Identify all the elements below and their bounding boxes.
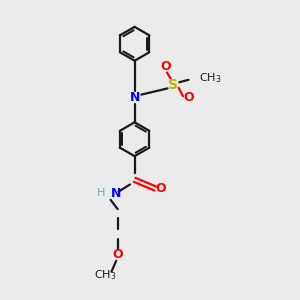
Text: O: O (183, 91, 194, 104)
Text: O: O (160, 60, 171, 74)
Text: CH$_3$: CH$_3$ (199, 71, 222, 85)
Text: S: S (168, 78, 178, 92)
Text: N: N (111, 187, 121, 200)
Text: H: H (97, 188, 105, 198)
Text: N: N (129, 91, 140, 104)
Text: O: O (155, 182, 166, 195)
Text: CH$_3$: CH$_3$ (94, 268, 117, 282)
Text: O: O (112, 248, 123, 261)
